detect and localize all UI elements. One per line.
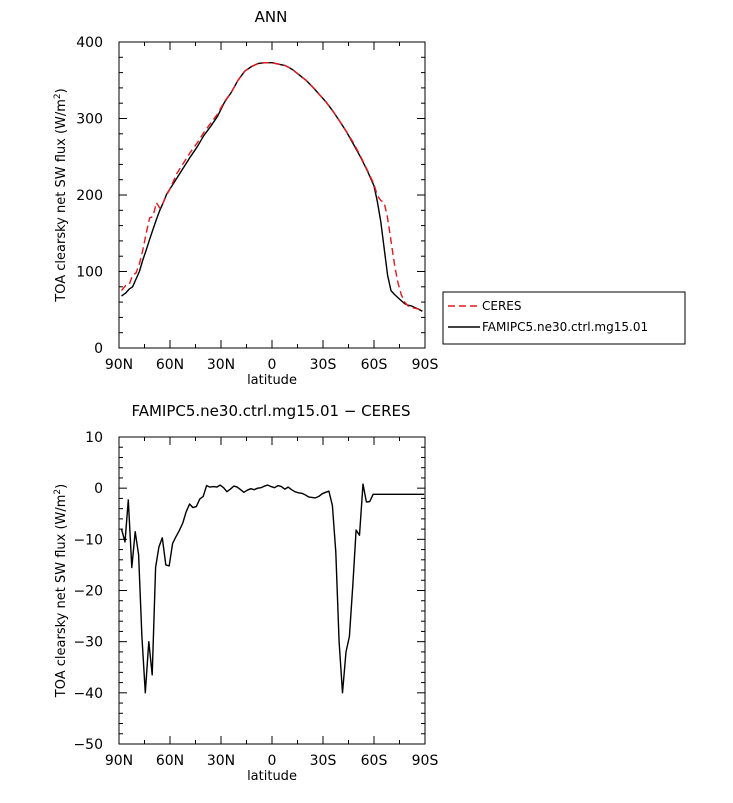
bottom-chart-panel: 90N 60N 30N 0 30S 60S 90S −50 −40 −30 −20 −10 0 10 lat… — [53, 430, 438, 784]
top-x-tick-label: 90N — [105, 357, 133, 373]
bottom-y-tick-label: −30 — [73, 635, 103, 651]
top-y-tick-label: 200 — [76, 188, 103, 204]
top-chart-title: ANN — [255, 8, 288, 26]
bottom-y-tick-label: 0 — [94, 481, 103, 497]
legend-box — [442, 291, 686, 345]
bottom-x-tick-label: 60N — [156, 753, 184, 769]
top-x-tick-label: 60S — [361, 357, 388, 373]
bottom-y-tick-label: −20 — [73, 584, 103, 600]
bottom-x-tick-label: 60S — [361, 753, 388, 769]
top-y-tick-label: 300 — [76, 112, 103, 128]
legend: CERES FAMIPC5.ne30.ctrl.mg15.01 — [442, 291, 686, 345]
top-x-tick-label: 60N — [156, 357, 184, 373]
bottom-y-axis-label: TOA clearsky net SW flux (W/m2) — [53, 484, 69, 698]
legend-label-model: FAMIPC5.ne30.ctrl.mg15.01 — [482, 320, 648, 334]
top-y-tick-label: 100 — [76, 265, 103, 281]
top-x-tick-label: 0 — [268, 357, 277, 373]
bottom-y-tick-label: −40 — [73, 686, 103, 702]
bottom-x-axis-label: latitude — [247, 769, 297, 784]
top-chart-panel: 90N 60N 30N 0 30S 60S 90S 0 100 200 300 400 latitude… — [53, 35, 438, 388]
bottom-x-tick-label: 30S — [310, 753, 337, 769]
bottom-y-tick-label: −50 — [73, 737, 103, 753]
bottom-x-tick-label: 30N — [207, 753, 235, 769]
top-x-axis-label: latitude — [247, 373, 297, 388]
bottom-x-tick-label: 90N — [105, 753, 133, 769]
legend-label-ceres: CERES — [482, 299, 522, 313]
bottom-plot-frame — [118, 436, 426, 745]
top-plot-frame — [118, 41, 426, 349]
top-series-line-1 — [121, 62, 423, 312]
bottom-chart-title: FAMIPC5.ne30.ctrl.mg15.01 − CERES — [131, 402, 410, 420]
top-y-axis-label: TOA clearsky net SW flux (W/m2) — [53, 88, 69, 302]
bottom-x-tick-label: 90S — [412, 753, 439, 769]
top-x-tick-label: 90S — [412, 357, 439, 373]
top-y-tick-label: 400 — [76, 35, 103, 51]
top-x-tick-label: 30N — [207, 357, 235, 373]
top-y-tick-label: 0 — [94, 341, 103, 357]
bottom-x-tick-label: 0 — [268, 753, 277, 769]
top-x-tick-label: 30S — [310, 357, 337, 373]
bottom-series-line-0 — [120, 483, 425, 694]
top-series-line-0 — [120, 62, 423, 312]
bottom-y-tick-label: −10 — [73, 532, 103, 548]
bottom-y-tick-label: 10 — [85, 430, 103, 446]
